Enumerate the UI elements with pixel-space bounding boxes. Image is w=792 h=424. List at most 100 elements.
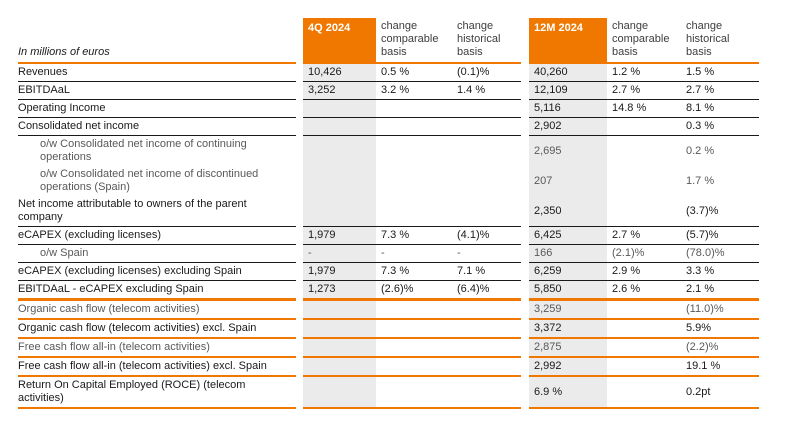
- left-pad: [0, 166, 18, 196]
- quarter-change-comparable: 3.2 %: [376, 82, 452, 100]
- column-gap: [296, 358, 303, 377]
- table-row: Net income attributable to owners of the…: [0, 196, 792, 227]
- annual-change-comparable: 14.8 %: [607, 100, 681, 118]
- annual-change-comparable: [607, 339, 681, 358]
- annual-change-historical: 0.2 %: [686, 144, 715, 157]
- quarter-change-comparable: [376, 358, 452, 377]
- table-row: o/w Consolidated net income of discontin…: [0, 166, 792, 196]
- annual-change-comparable: (2.1)%: [607, 245, 681, 263]
- right-pad: [759, 64, 792, 82]
- quarter-value: 1,979: [303, 263, 376, 281]
- quarter-value: [303, 136, 376, 166]
- column-gap: [296, 64, 303, 82]
- left-pad: [0, 245, 18, 263]
- column-gap: [521, 136, 529, 166]
- column-gap: [521, 339, 529, 358]
- annual-value: 2,695: [529, 136, 607, 166]
- quarter-change-historical: [452, 166, 521, 196]
- column-gap: [296, 100, 303, 118]
- right-pad: [759, 136, 792, 166]
- left-pad: [0, 136, 18, 166]
- annual-change-comparable: 2.7 %: [607, 82, 681, 100]
- column-gap: [521, 18, 529, 64]
- annual-value: 6,425: [529, 227, 607, 245]
- right-pad: [759, 245, 792, 263]
- table-row: Consolidated net income 2,902 0.3 %: [0, 118, 792, 136]
- column-gap: [296, 263, 303, 281]
- annual-change-comparable: 2.6 %: [607, 281, 681, 301]
- quarter-change-historical: [452, 136, 521, 166]
- table-row: EBITDAaL - eCAPEX excluding Spain 1,273 (2…: [0, 281, 792, 301]
- column-gap: [296, 136, 303, 166]
- annual-value: 2,992: [529, 358, 607, 377]
- right-pad: [759, 166, 792, 196]
- table-row: o/w Consolidated net income of continuin…: [0, 136, 792, 166]
- annual-change-comparable: 2.7 %: [607, 227, 681, 245]
- column-gap: [296, 227, 303, 245]
- annual-change-comparable: 2.9 %: [607, 263, 681, 281]
- annual-change-historical: (2.2)%: [681, 339, 759, 358]
- quarter-change-comparable: [376, 377, 452, 409]
- quarter-value: [303, 166, 376, 196]
- row-label: EBITDAaL - eCAPEX excluding Spain: [18, 281, 296, 301]
- annual-change-historical: 19.1 %: [681, 358, 759, 377]
- column-gap: [521, 263, 529, 281]
- quarter-change-comparable: (2.6)%: [376, 281, 452, 301]
- annual-value: 2,350: [529, 196, 607, 227]
- annual-change-comparable: [607, 118, 681, 136]
- quarter-value: 3,252: [303, 82, 376, 100]
- annual-change-historical: (78.0)%: [681, 245, 759, 263]
- quarter-value: [303, 100, 376, 118]
- quarter-change-historical: [452, 100, 521, 118]
- right-pad: [759, 301, 792, 320]
- col-header-quarter-change-historical: change historical basis: [452, 18, 521, 64]
- column-gap: [296, 18, 303, 64]
- column-gap: [296, 82, 303, 100]
- right-pad: [759, 263, 792, 281]
- financial-results-table: In millions of euros 4Q 2024 change comp…: [0, 18, 792, 409]
- left-pad: [0, 196, 18, 227]
- column-gap: [521, 227, 529, 245]
- row-label: Revenues: [18, 64, 296, 82]
- annual-change-historical: (5.7)%: [681, 227, 759, 245]
- quarter-change-comparable: 7.3 %: [376, 227, 452, 245]
- quarter-value: [303, 320, 376, 339]
- column-gap: [521, 320, 529, 339]
- annual-change-comparable: [607, 136, 681, 166]
- quarter-change-comparable: 7.3 %: [376, 263, 452, 281]
- column-gap: [296, 281, 303, 301]
- left-pad: [0, 64, 18, 82]
- annual-change-historical: 2.1 %: [681, 281, 759, 301]
- left-pad: [0, 339, 18, 358]
- quarter-change-historical: [452, 358, 521, 377]
- quarter-value: [303, 118, 376, 136]
- row-label: Operating Income: [18, 100, 296, 118]
- annual-change-historical: 8.1 %: [681, 100, 759, 118]
- table-row: Free cash flow all-in (telecom activitie…: [0, 358, 792, 377]
- annual-change-historical: 5.9%: [681, 320, 759, 339]
- column-gap: [296, 301, 303, 320]
- row-label: o/w Consolidated net income of continuin…: [40, 138, 247, 163]
- row-label: Free cash flow all-in (telecom activitie…: [18, 339, 296, 358]
- right-pad: [759, 196, 792, 227]
- quarter-change-historical: [452, 196, 521, 227]
- annual-change-historical: (11.0)%: [681, 301, 759, 320]
- column-gap: [521, 377, 529, 409]
- row-label: eCAPEX (excluding licenses): [18, 227, 296, 245]
- column-gap: [296, 118, 303, 136]
- row-label: Net income attributable to owners of the…: [18, 196, 296, 227]
- table-row: Free cash flow all-in (telecom activitie…: [0, 339, 792, 358]
- row-label: o/w Spain: [18, 245, 296, 263]
- left-pad: [0, 227, 18, 245]
- right-pad: [759, 377, 792, 409]
- annual-change-historical: (3.7)%: [681, 196, 759, 227]
- right-pad: [759, 18, 792, 64]
- row-label: Return On Capital Employed (ROCE) (telec…: [18, 377, 296, 409]
- right-pad: [759, 100, 792, 118]
- annual-change-comparable: [607, 377, 681, 409]
- column-gap: [296, 245, 303, 263]
- quarter-change-historical: [452, 118, 521, 136]
- quarter-change-comparable: [376, 320, 452, 339]
- row-label: EBITDAaL: [18, 82, 296, 100]
- annual-change-comparable: 1.2 %: [607, 64, 681, 82]
